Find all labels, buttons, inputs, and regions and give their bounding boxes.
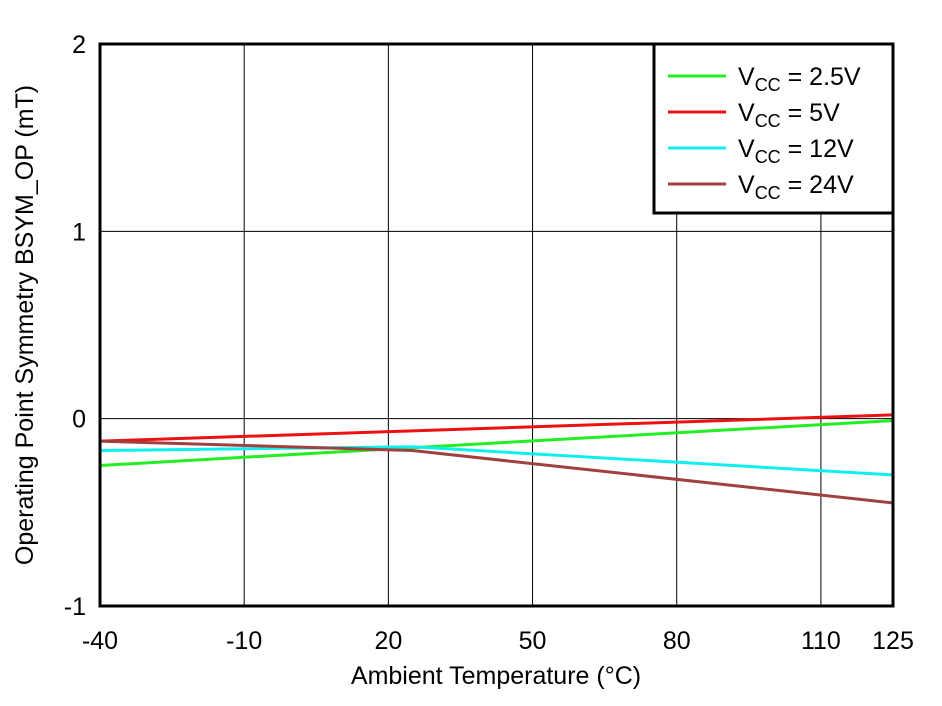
data-line (99, 445, 894, 477)
data-line (99, 413, 894, 443)
legend-label: VCC = 5V (738, 99, 840, 131)
plot-frame (98, 42, 895, 608)
y-tick-label: 0 (72, 406, 86, 434)
x-tick-label: 50 (519, 627, 547, 655)
legend-label: VCC = 2.5V (738, 63, 861, 95)
legend-label: VCC = 12V (738, 135, 854, 167)
x-tick-label: 125 (872, 627, 914, 655)
y-tick-label: 1 (72, 218, 86, 246)
y-tick-label: -1 (64, 593, 86, 621)
y-tick-label: 2 (72, 31, 86, 59)
y-axis-label: Operating Point Symmetry BSYM_OP (mT) (11, 85, 39, 565)
x-tick-label: 80 (663, 627, 691, 655)
x-tick-label: 20 (374, 627, 402, 655)
x-axis-label: Ambient Temperature (°C) (351, 662, 641, 690)
legend-label: VCC = 24V (738, 171, 854, 203)
legend-box (652, 42, 895, 215)
data-line (99, 439, 894, 505)
x-tick-label: -40 (82, 627, 118, 655)
x-tick-label: -10 (226, 627, 262, 655)
x-tick-label: 110 (801, 627, 841, 655)
